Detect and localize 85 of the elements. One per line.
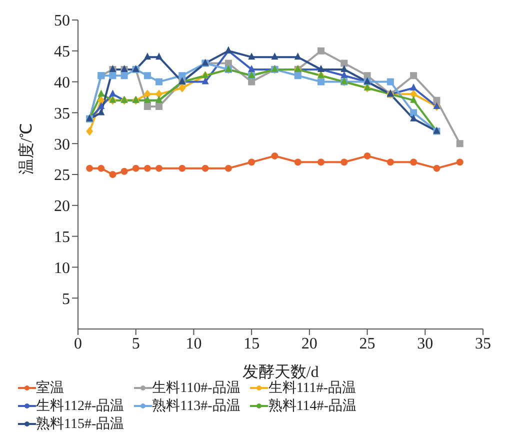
x-tick-label: 15: [244, 335, 260, 352]
point: [386, 158, 394, 166]
y-tick-label: 15: [54, 228, 70, 246]
point: [364, 72, 371, 80]
point: [410, 158, 418, 166]
legend-label: 生料110#-品温: [152, 380, 240, 397]
x-tick-label: 20: [301, 335, 318, 352]
x-tick-label: 10: [186, 335, 202, 352]
point: [410, 109, 418, 116]
point: [456, 158, 464, 166]
point: [294, 72, 302, 80]
point: [178, 83, 186, 92]
point: [156, 78, 162, 86]
point: [144, 52, 151, 60]
point: [98, 102, 105, 110]
point: [156, 52, 162, 60]
y-tick-label: 20: [54, 198, 70, 216]
point: [410, 114, 418, 122]
point: [456, 140, 464, 148]
point: [144, 103, 151, 110]
point: [386, 78, 394, 86]
point: [318, 78, 324, 86]
x-axis-title: 发酵天数/d: [242, 364, 319, 381]
point: [109, 90, 116, 97]
point: [318, 158, 324, 166]
point: [202, 77, 209, 84]
point: [248, 158, 256, 166]
point: [156, 103, 162, 110]
point: [109, 171, 116, 178]
point: [98, 164, 105, 172]
legend-label: 室温: [36, 379, 64, 397]
x-tick-label: 0: [74, 335, 82, 352]
point: [410, 72, 418, 80]
y-tick-label: 5: [62, 290, 70, 308]
point: [433, 96, 440, 104]
point: [86, 126, 94, 136]
point: [86, 164, 94, 172]
point: [271, 152, 278, 160]
legend-label: 生料112#-品温: [36, 398, 124, 415]
y-tick-label: 40: [54, 74, 70, 92]
legend-label: 熟料113#-品温: [152, 398, 240, 415]
point: [132, 164, 140, 172]
point: [178, 72, 186, 80]
y-tick-label: 35: [54, 105, 70, 122]
point: [98, 108, 105, 116]
point: [340, 64, 348, 72]
x-tick-label: 35: [475, 335, 491, 352]
point: [271, 52, 278, 60]
x-tick-label: 25: [359, 335, 376, 352]
point: [120, 168, 128, 175]
point: [410, 83, 418, 90]
point: [98, 90, 105, 97]
point: [410, 90, 418, 99]
point: [109, 72, 116, 80]
point: [294, 52, 302, 60]
legend-label: 熟料115#-品温: [36, 416, 124, 433]
legend-label: 熟料114#-品温: [268, 398, 356, 415]
y-axis-title: 温度/℃: [18, 123, 36, 174]
x-tick-label: 5: [132, 335, 140, 352]
point: [144, 72, 151, 80]
point: [340, 158, 348, 166]
point: [248, 78, 256, 86]
point: [433, 164, 440, 172]
point: [156, 164, 162, 172]
point: [144, 164, 151, 172]
point: [318, 47, 324, 54]
point: [178, 164, 186, 172]
y-tick-label: 45: [54, 44, 70, 61]
x-tick-label: 30: [417, 335, 434, 352]
point: [294, 158, 302, 166]
y-tick-label: 25: [54, 167, 70, 184]
y-tick-label: 30: [54, 136, 70, 154]
point: [224, 164, 232, 172]
point: [120, 72, 128, 80]
point: [364, 152, 371, 160]
point: [248, 64, 256, 72]
point: [248, 52, 256, 60]
point: [98, 96, 105, 105]
point: [410, 96, 418, 103]
legend-label: 生料111#-品温: [268, 380, 356, 397]
y-tick-label: 10: [54, 260, 70, 277]
point: [340, 60, 348, 67]
point: [340, 71, 348, 78]
point: [202, 164, 209, 172]
y-tick-label: 50: [54, 12, 70, 30]
